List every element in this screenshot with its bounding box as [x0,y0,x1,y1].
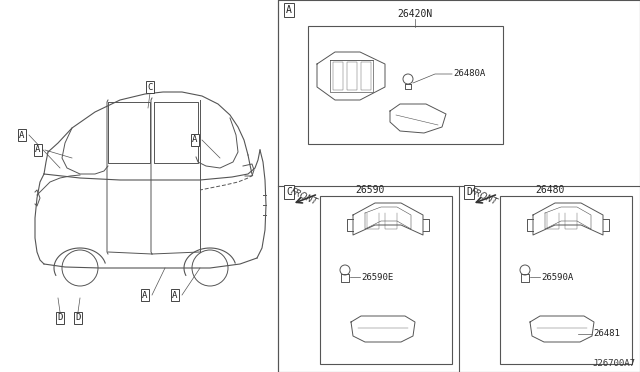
Text: D: D [58,314,63,323]
Text: C: C [286,187,292,197]
Text: FRONT: FRONT [289,187,319,207]
Text: D: D [76,314,81,323]
Text: 26480A: 26480A [453,70,485,78]
Text: A: A [192,135,198,144]
Text: 26420N: 26420N [397,9,433,19]
Text: C: C [147,83,153,92]
Text: 26481: 26481 [593,330,620,339]
Text: A: A [172,291,178,299]
Text: 26590E: 26590E [361,273,393,282]
Bar [500,196,632,364]
Text: 26480: 26480 [535,185,564,195]
Text: D: D [466,187,472,197]
Text: A: A [19,131,25,140]
Bar [361,62,371,90]
Bar [347,62,357,90]
Text: A: A [286,5,292,15]
Text: FRONT: FRONT [469,187,499,207]
Text: A: A [35,145,41,154]
Bar [278,0,640,372]
Text: 26590A: 26590A [541,273,573,282]
Bar [320,196,452,364]
Text: 26590: 26590 [355,185,385,195]
Bar [308,26,503,144]
Text: A: A [142,291,148,299]
Text: J26700A7: J26700A7 [592,359,635,368]
Bar [333,62,343,90]
